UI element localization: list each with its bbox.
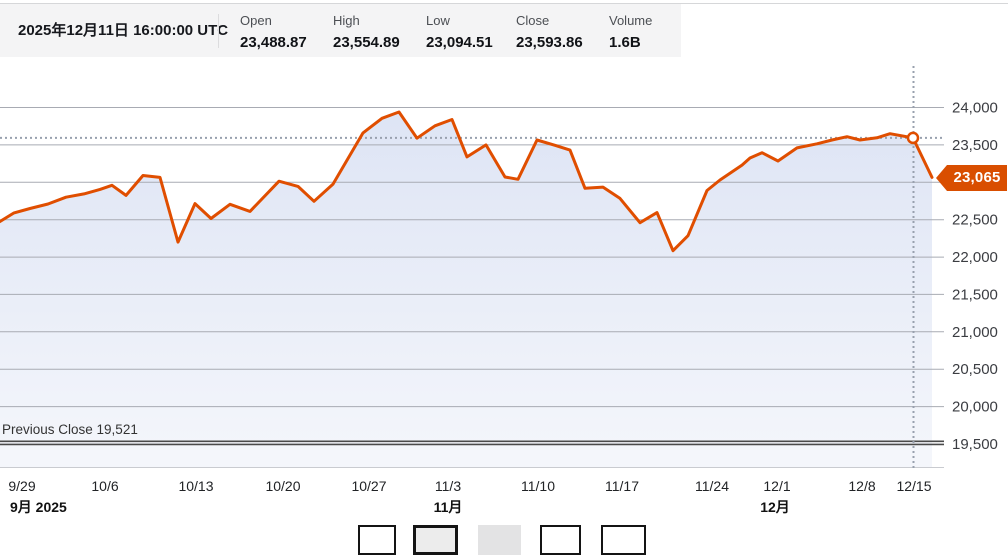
y-axis-label: 19,500 [952,436,998,453]
toolbar-button-3[interactable] [478,525,521,555]
month-label: 12月 [760,499,790,515]
stat-high-label: High [333,13,360,28]
hover-marker[interactable] [906,131,920,145]
y-axis-label: 20,500 [952,361,998,378]
x-axis-label: 11/3 [435,478,461,494]
x-axis-label: 12/8 [848,478,875,494]
x-axis-label: 11/24 [695,478,729,494]
price-chart[interactable]: 24,000 23,500 22,500 22,000 21,500 21,000 20,5… [0,0,1008,531]
x-axis-label: 11/10 [521,478,555,494]
toolbar-button-5[interactable] [601,525,646,555]
stat-close-value: 23,593.86 [516,34,583,51]
stat-open-label: Open [240,13,272,28]
month-label: 9月 2025 [10,499,67,515]
x-axis-label: 10/13 [178,478,213,494]
stat-low-label: Low [426,13,450,28]
x-axis-label: 11/17 [605,478,639,494]
y-axis-label: 24,000 [952,100,998,117]
stat-open-value: 23,488.87 [240,34,307,51]
x-axis-label: 9/29 [8,478,35,494]
x-axis-label: 12/15 [896,478,931,494]
y-axis-label: 21,500 [952,286,998,303]
stat-volume-label: Volume [609,13,653,28]
y-axis-label: 21,000 [952,324,998,341]
toolbar-button-2[interactable] [413,525,458,555]
top-divider [0,3,1008,4]
last-price-badge: 23,065 [936,165,1007,191]
y-axis-label: 22,000 [952,249,998,266]
x-axis-label: 10/27 [351,478,386,494]
y-axis-label: 20,000 [952,399,998,416]
quote-header: 2025年12月11日 16:00:00 UTC Open 23,488.87 … [0,4,681,57]
x-axis-label: 10/20 [265,478,300,494]
y-axis-label: 23,500 [952,137,998,154]
x-axis-label: 12/1 [763,478,790,494]
price-line [0,110,934,253]
stat-volume-value: 1.6B [609,34,641,51]
stat-low-value: 23,094.51 [426,34,493,51]
previous-close-label: Previous Close 19,521 [2,422,138,437]
stat-high-value: 23,554.89 [333,34,400,51]
toolbar-button-1[interactable] [358,525,396,555]
last-price-value: 23,065 [947,165,1007,191]
month-label: 11月 [434,499,463,515]
stat-close-label: Close [516,13,550,28]
toolbar-button-4[interactable] [540,525,581,555]
badge-arrow-icon [936,165,947,191]
quote-timestamp: 2025年12月11日 16:00:00 UTC [18,22,229,39]
y-axis-label: 22,500 [952,212,998,229]
price-area [0,112,932,468]
header-divider [218,14,219,48]
x-axis-label: 10/6 [91,478,118,494]
